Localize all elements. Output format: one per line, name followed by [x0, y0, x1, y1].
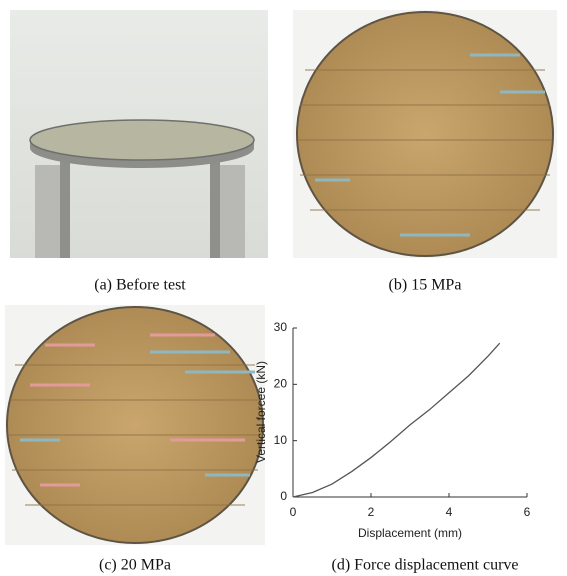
x-tick-label: 4 — [446, 505, 453, 519]
x-tick-label: 2 — [368, 505, 375, 519]
y-tick-label: 30 — [274, 320, 288, 334]
x-tick-label: 6 — [524, 505, 531, 519]
chart: Displacement (mm) Vertical forcee (kN) 0… — [254, 320, 530, 540]
caption: (d) Force displacement curve — [331, 557, 518, 574]
photo-before-test — [10, 10, 268, 258]
x-axis-label: Displacement (mm) — [358, 526, 462, 540]
caption: (b) 15 MPa — [389, 277, 462, 294]
caption: (c) 20 MPa — [99, 557, 171, 574]
photo-15mpa — [293, 10, 557, 258]
line — [293, 343, 500, 497]
figure: (a) Before test (b) 15 MPa (c) 20 MPa (d… — [0, 0, 567, 576]
caption: (a) Before test — [94, 277, 186, 294]
y-tick-label: 10 — [274, 433, 288, 447]
photo-20mpa — [5, 305, 265, 545]
y-tick-label: 0 — [280, 489, 287, 503]
y-tick-label: 20 — [274, 377, 288, 391]
x-tick-label: 0 — [290, 505, 297, 519]
y-axis-label: Vertical forcee (kN) — [254, 361, 268, 463]
